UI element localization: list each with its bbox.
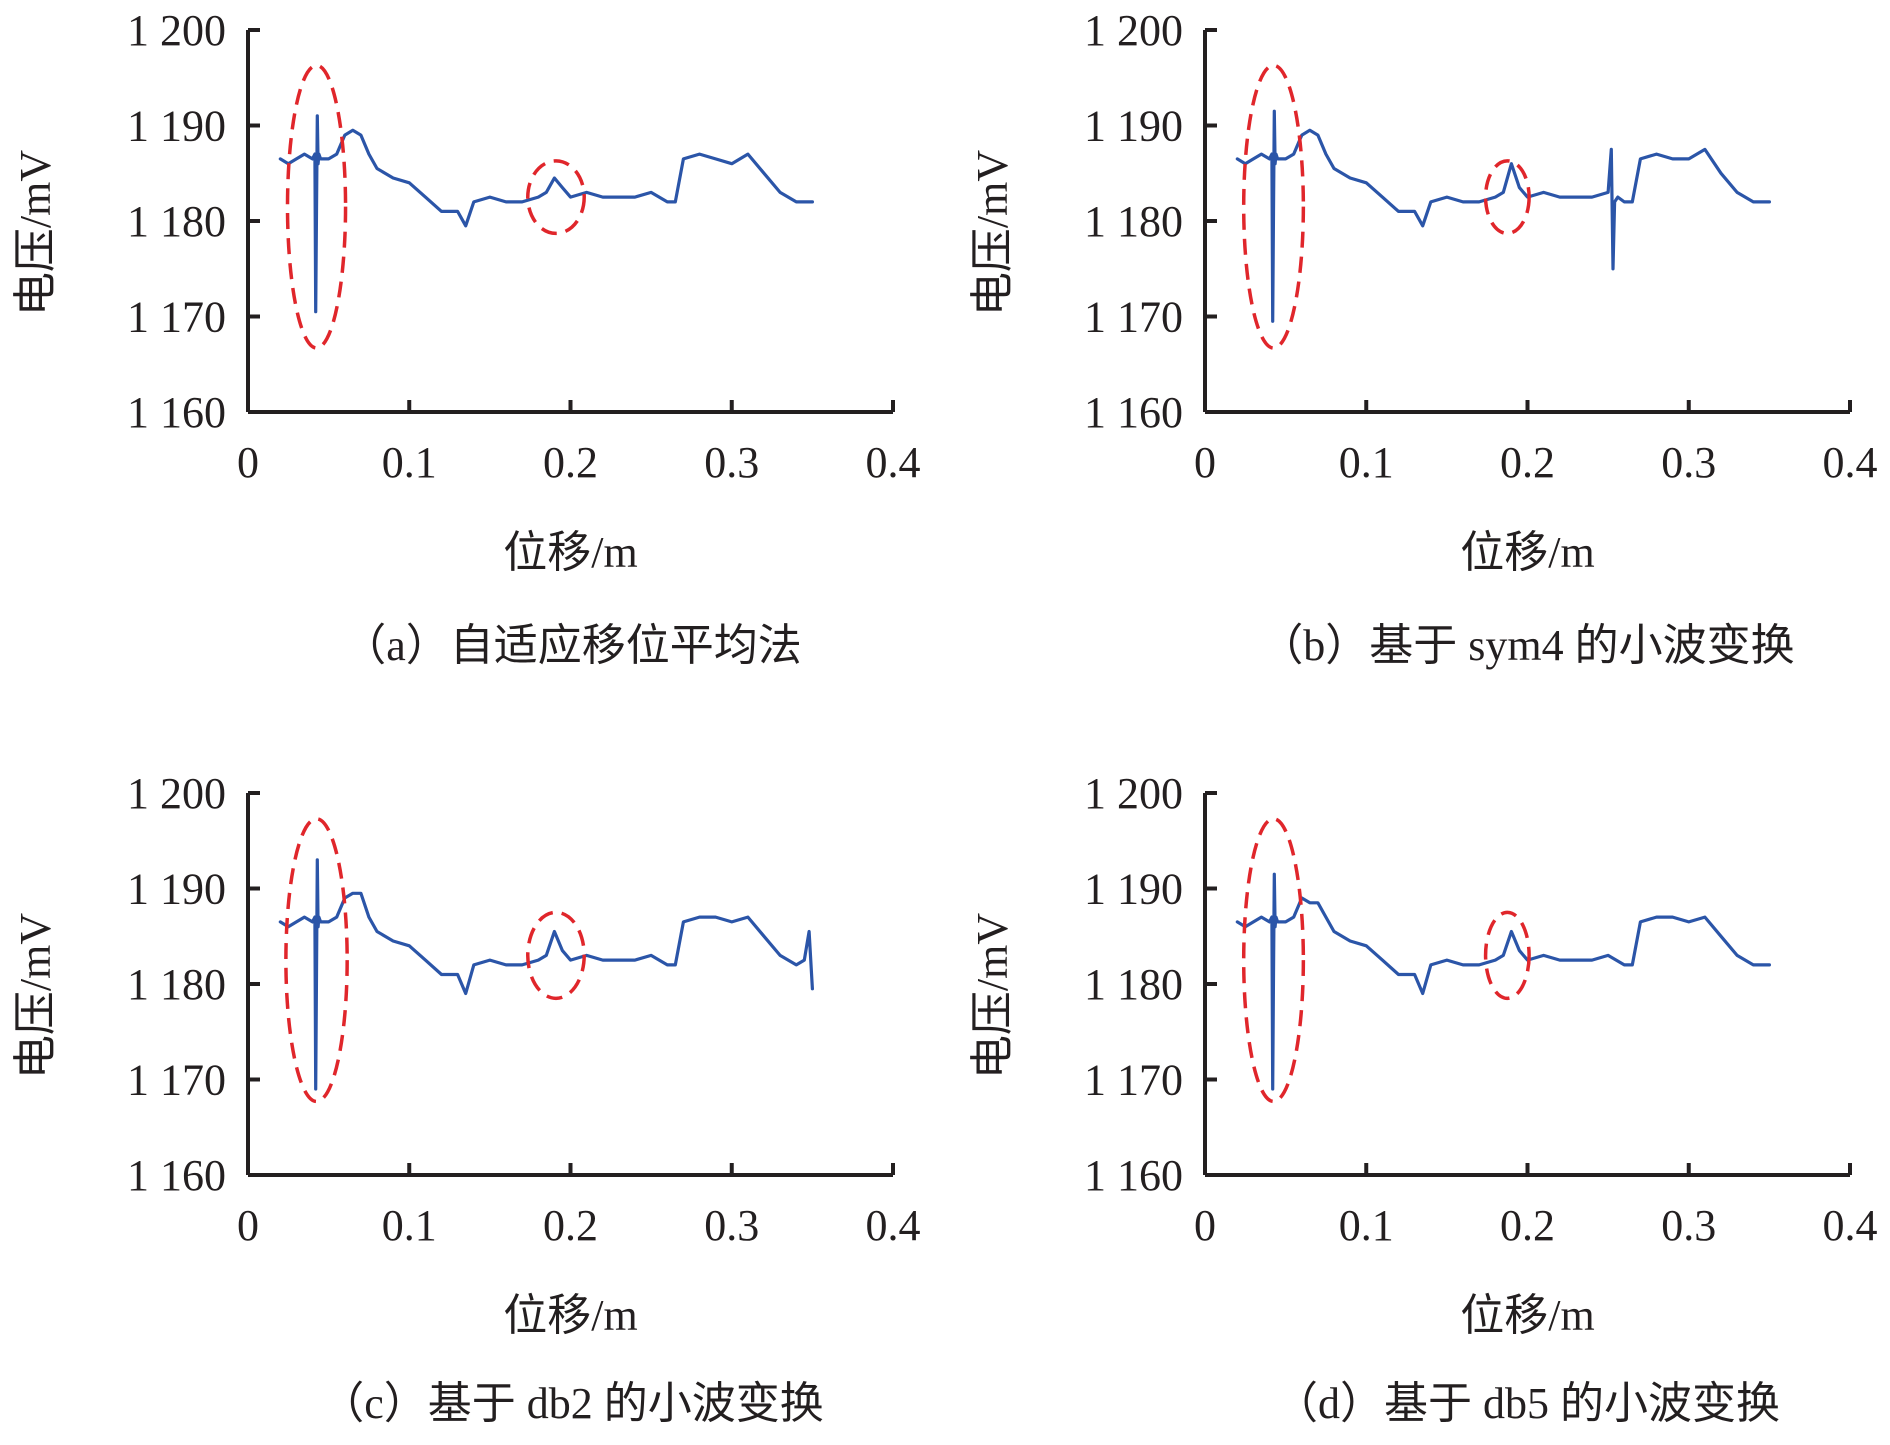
chart-panel-a: 1 160 1 170 1 180 1 190 1 200 0 0.1 0.2 0.3 0.4 位移… — [11, 6, 921, 670]
y-axis-title: 电压/mV — [11, 150, 60, 316]
y-tick-label: 1 170 — [1084, 293, 1183, 342]
x-tick-label: 0 — [1194, 438, 1216, 487]
x-axis-title: 位移/m — [1460, 528, 1594, 577]
y-axis-title: 电压/mV — [968, 913, 1017, 1079]
x-tick-label: 0.4 — [1823, 1201, 1878, 1250]
chart-panel-d: 1 160 1 170 1 180 1 190 1 200 0 0.1 0.2 0.3 0.4 位移… — [968, 769, 1878, 1428]
x-tick-label: 0.4 — [866, 1201, 921, 1250]
highlight-ellipse-1 — [1483, 910, 1531, 1001]
chart-panel-c: 1 160 1 170 1 180 1 190 1 200 0 0.1 0.2 0.3 0.4 位移… — [11, 769, 921, 1428]
x-tick-label: 0.2 — [543, 438, 598, 487]
x-tick-label: 0.1 — [382, 1201, 437, 1250]
panel-caption: （b）基于 sym4 的小波变换 — [1259, 621, 1794, 670]
x-tick-label: 0 — [237, 438, 259, 487]
y-tick-label: 1 200 — [1084, 769, 1183, 818]
highlight-ellipse-1 — [1483, 159, 1531, 236]
y-tick-label: 1 190 — [1084, 102, 1183, 151]
x-tick-label: 0 — [1194, 1201, 1216, 1250]
y-tick-label: 1 170 — [127, 1056, 226, 1105]
x-tick-label: 0.1 — [382, 438, 437, 487]
panel-caption: （a）自适应移位平均法 — [342, 621, 802, 670]
y-tick-label: 1 160 — [127, 388, 226, 437]
x-tick-label: 0.1 — [1339, 1201, 1394, 1250]
series-line-0 — [278, 114, 814, 314]
series-line-0 — [278, 858, 814, 1091]
x-tick-label: 0.4 — [866, 438, 921, 487]
x-axis-title: 位移/m — [503, 528, 637, 577]
x-tick-label: 0 — [237, 1201, 259, 1250]
series-line-0 — [1235, 109, 1771, 323]
x-tick-label: 0.3 — [1661, 1201, 1716, 1250]
x-tick-label: 0.3 — [704, 438, 759, 487]
panel-caption: （c）基于 db2 的小波变换 — [320, 1379, 824, 1428]
y-tick-label: 1 160 — [1084, 388, 1183, 437]
y-tick-label: 1 180 — [127, 197, 226, 246]
y-tick-label: 1 190 — [127, 865, 226, 914]
y-axis-title: 电压/mV — [968, 150, 1017, 316]
series-line-0 — [1235, 872, 1771, 1091]
y-tick-label: 1 200 — [127, 769, 226, 818]
chart-panel-b: 1 160 1 170 1 180 1 190 1 200 0 0.1 0.2 0.3 0.4 位移… — [968, 6, 1878, 670]
x-tick-label: 0.2 — [1500, 438, 1555, 487]
x-tick-label: 0.3 — [1661, 438, 1716, 487]
y-tick-label: 1 190 — [1084, 865, 1183, 914]
y-tick-label: 1 170 — [1084, 1056, 1183, 1105]
x-tick-label: 0.3 — [704, 1201, 759, 1250]
y-axis-title: 电压/mV — [11, 913, 60, 1079]
highlight-ellipse-0 — [284, 817, 349, 1104]
y-tick-label: 1 180 — [127, 960, 226, 1009]
x-axis-title: 位移/m — [1460, 1291, 1594, 1340]
panel-caption: （d）基于 db5 的小波变换 — [1274, 1379, 1780, 1428]
y-tick-label: 1 170 — [127, 293, 226, 342]
highlight-ellipse-1 — [526, 910, 586, 1001]
highlight-ellipse-0 — [1241, 817, 1306, 1104]
x-tick-label: 0.1 — [1339, 438, 1394, 487]
x-tick-label: 0.4 — [1823, 438, 1878, 487]
y-tick-label: 1 190 — [127, 102, 226, 151]
y-tick-label: 1 180 — [1084, 197, 1183, 246]
y-tick-label: 1 160 — [127, 1151, 226, 1200]
highlight-ellipse-1 — [526, 159, 586, 236]
y-tick-label: 1 160 — [1084, 1151, 1183, 1200]
y-tick-label: 1 200 — [127, 6, 226, 55]
y-tick-label: 1 180 — [1084, 960, 1183, 1009]
x-tick-label: 0.2 — [1500, 1201, 1555, 1250]
x-tick-label: 0.2 — [543, 1201, 598, 1250]
x-axis-title: 位移/m — [503, 1291, 637, 1340]
y-tick-label: 1 200 — [1084, 6, 1183, 55]
